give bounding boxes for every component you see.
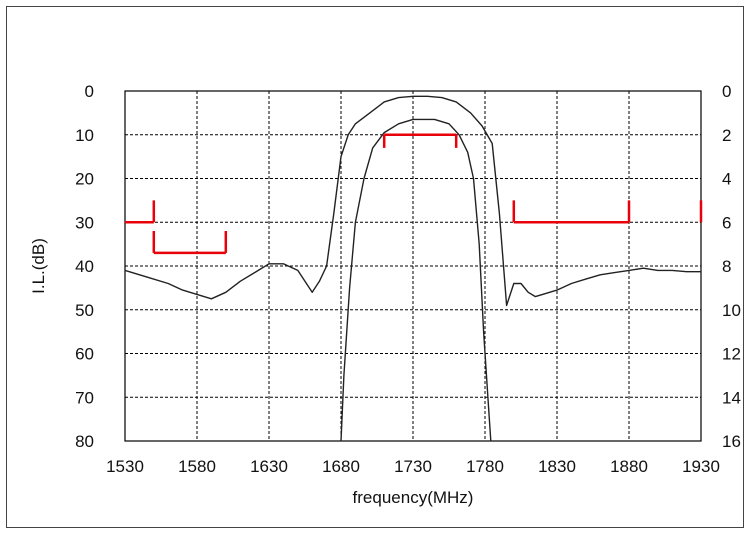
y-axis-label: I.L.(dB) (29, 238, 48, 294)
y2-tick-label: 2 (722, 126, 731, 145)
x-tick-label: 1930 (682, 457, 720, 476)
y-tick-label: 20 (75, 170, 94, 189)
grid-layer (125, 91, 701, 441)
y-tick-label: 40 (75, 257, 94, 276)
series-layer (124, 95, 701, 442)
y-tick-label: 60 (75, 345, 94, 364)
series-line-2 (340, 118, 492, 442)
plot-area (124, 90, 702, 442)
x-axis-label: frequency(MHz) (353, 488, 474, 507)
y2-tick-label: 12 (722, 345, 741, 364)
spec-mask-layer (125, 133, 703, 255)
x-tick-label: 1680 (322, 457, 360, 476)
y-tick-label: 80 (75, 432, 94, 451)
y-tick-label: 0 (85, 82, 94, 101)
y-tick-label: 10 (75, 126, 94, 145)
x-tick-label: 1780 (466, 457, 504, 476)
x-tick-label: 1580 (178, 457, 216, 476)
y2-tick-label: 14 (722, 388, 741, 407)
y2-tick-label: 0 (722, 82, 731, 101)
x-tick-label: 1730 (394, 457, 432, 476)
y2-tick-label: 6 (722, 213, 731, 232)
y-tick-label: 70 (75, 388, 94, 407)
x-tick-label: 1830 (538, 457, 576, 476)
y2-tick-label: 4 (722, 170, 731, 189)
x-tick-label: 1630 (250, 457, 288, 476)
x-tick-label: 1530 (106, 457, 144, 476)
y-tick-label: 50 (75, 301, 94, 320)
tick-label-layer: 1530 1580 1630 1680 1730 1780 1830 1880 19300102… (75, 82, 741, 476)
y2-tick-label: 10 (722, 301, 741, 320)
y-tick-label: 30 (75, 213, 94, 232)
x-tick-label: 1880 (610, 457, 648, 476)
y2-tick-label: 16 (722, 432, 741, 451)
y2-tick-label: 8 (722, 257, 731, 276)
series-line-1 (124, 95, 701, 307)
